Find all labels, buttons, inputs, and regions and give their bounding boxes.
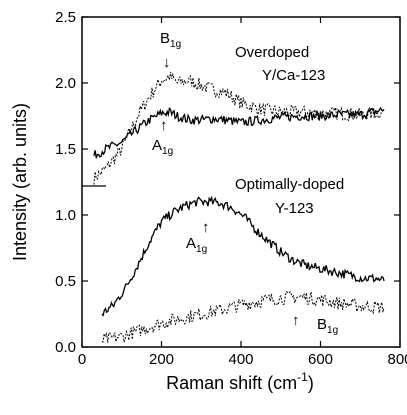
bottom-sample-label-line2: Y-123 [275, 200, 314, 217]
bottom-b1g-sub: 1g [327, 325, 338, 336]
bottom-b1g-symbol: B [317, 316, 327, 333]
top-sample-label-line2: Y/Ca-123 [262, 67, 325, 84]
top-a1g-symbol: A [152, 137, 162, 154]
series-line-2 [93, 106, 385, 159]
x-axis-label-main: Raman shift (cm [166, 373, 297, 393]
bottom-b1g-arrow: ↑ [292, 312, 300, 329]
y-tick-label-1: 0.5 [55, 273, 76, 290]
x-axis-label-close: ) [308, 373, 314, 393]
top-a1g-arrow: ↑ [160, 117, 168, 134]
y-tick-label-0: 0.0 [55, 339, 76, 356]
top-sample-label-line1: Overdoped [235, 44, 309, 61]
series-line-3 [101, 195, 385, 317]
x-tick-label-2: 400 [228, 351, 253, 368]
bottom-a1g-sub: 1g [196, 244, 207, 255]
bottom-sample-label-line1: Optimally-doped [235, 176, 344, 193]
top-b1g-arrow: ↓ [163, 54, 171, 71]
top-a1g-sub: 1g [162, 146, 173, 157]
x-axis-label: Raman shift (cm-1) [166, 370, 314, 393]
top-a1g-label: A1g [152, 137, 173, 157]
top-b1g-sub: 1g [170, 39, 181, 50]
y-tick-label-4: 2.0 [55, 75, 76, 92]
x-tick-label-1: 200 [149, 351, 174, 368]
x-tick-label-3: 600 [308, 351, 333, 368]
x-tick-label-0: 0 [78, 351, 86, 368]
y-axis-label: Intensity (arb. units) [10, 103, 30, 261]
x-axis-label-sup: -1 [297, 370, 308, 384]
bottom-a1g-symbol: A [186, 235, 196, 252]
series-line-1 [93, 71, 385, 185]
top-b1g-label: B1g [160, 30, 181, 50]
bottom-b1g-label: B1g [317, 316, 338, 336]
series-layer [93, 71, 385, 343]
x-tick-label-4: 800 [387, 351, 407, 368]
bottom-a1g-label: A1g [186, 235, 207, 255]
y-tick-label-2: 1.0 [55, 207, 76, 224]
y-tick-label-5: 2.5 [55, 9, 76, 26]
y-tick-label-3: 1.5 [55, 141, 76, 158]
top-b1g-symbol: B [160, 30, 170, 47]
ticks-layer: 0 200 400 600 800 0.0 0.5 1.0 1.5 2.0 2.5 [55, 9, 407, 368]
bottom-a1g-arrow: ↑ [202, 219, 210, 236]
series-line-4 [101, 290, 385, 343]
